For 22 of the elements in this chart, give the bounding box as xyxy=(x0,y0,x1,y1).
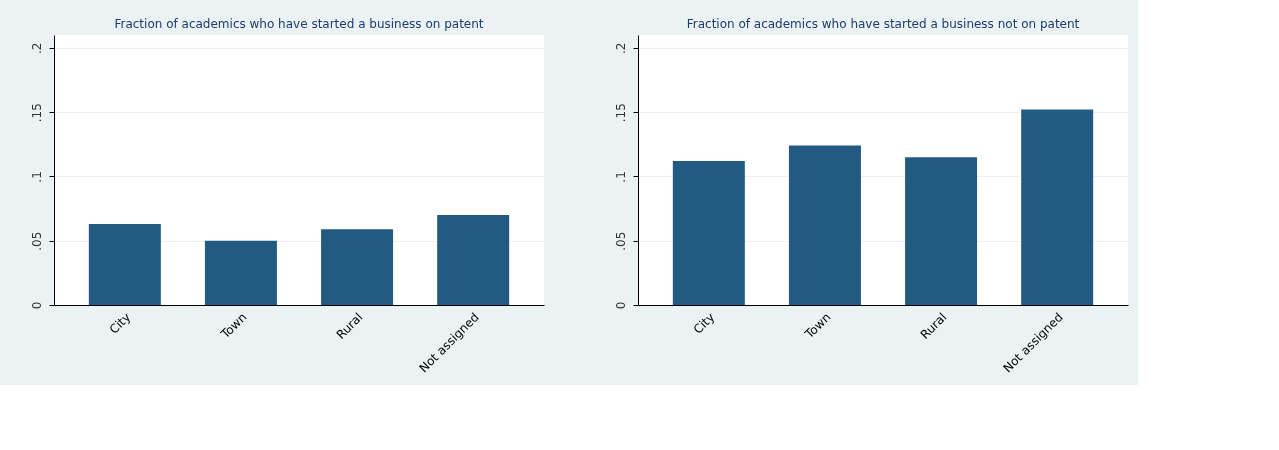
x-tick-label: City xyxy=(690,310,718,337)
bar xyxy=(88,224,161,305)
y-tick-label: .05 xyxy=(613,231,628,251)
y-tick-label: .05 xyxy=(29,231,44,251)
y-tick-label: .1 xyxy=(613,171,628,183)
chart-title: Fraction of academics who have started a business not on patent xyxy=(686,17,1080,31)
y-tick-label: .2 xyxy=(613,42,628,55)
y-tick-label: .2 xyxy=(29,42,44,55)
chart-title: Fraction of academics who have started a business on patent xyxy=(114,17,484,31)
bar xyxy=(1021,109,1094,305)
bar xyxy=(788,145,861,305)
bar xyxy=(437,215,510,305)
x-tick-label: City xyxy=(106,310,134,337)
y-tick-label: 0 xyxy=(613,301,628,310)
y-tick-label: .15 xyxy=(613,103,628,123)
bar xyxy=(204,240,277,305)
y-tick-label: .15 xyxy=(29,103,44,123)
bar xyxy=(321,229,394,305)
bar xyxy=(672,161,745,305)
bar xyxy=(905,157,978,305)
y-tick-label: .1 xyxy=(29,171,44,183)
y-tick-label: 0 xyxy=(29,301,44,310)
